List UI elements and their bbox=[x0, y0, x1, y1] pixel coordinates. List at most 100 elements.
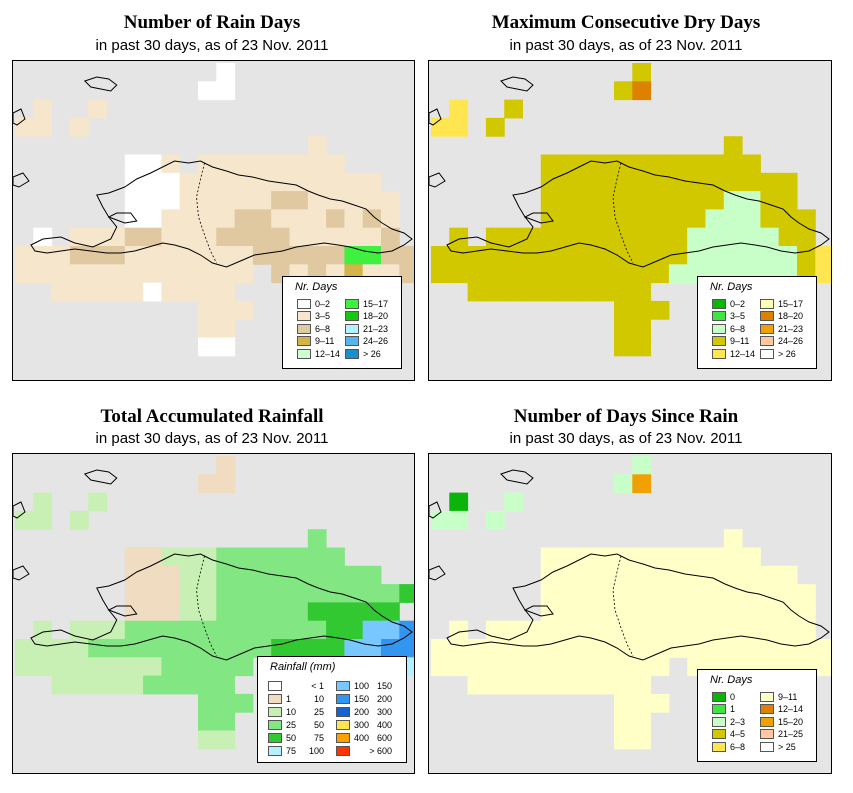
grid-cell bbox=[216, 565, 236, 585]
grid-cell bbox=[559, 602, 578, 622]
grid-cell bbox=[668, 547, 688, 567]
grid-cell bbox=[252, 246, 272, 265]
grid-cell bbox=[216, 693, 236, 713]
legend-item: 21–23 bbox=[760, 322, 803, 335]
grid-cell bbox=[161, 246, 181, 265]
country-border bbox=[612, 555, 634, 657]
grid-cell bbox=[723, 620, 743, 640]
grid-cell bbox=[69, 117, 89, 137]
grid-cell bbox=[522, 657, 542, 677]
grid-cell bbox=[815, 639, 831, 658]
legend-label: 25 50 bbox=[286, 720, 324, 730]
coastline bbox=[446, 160, 830, 268]
grid-cell bbox=[559, 209, 578, 229]
grid-cell bbox=[668, 602, 688, 622]
grid-cell bbox=[760, 209, 780, 229]
grid-cell bbox=[687, 584, 706, 603]
legend-item: > 26 bbox=[760, 347, 796, 360]
grid-cell bbox=[577, 191, 597, 210]
grid-cell bbox=[723, 565, 743, 585]
grid-cell bbox=[198, 675, 217, 695]
grid-cell bbox=[797, 584, 816, 603]
grid-cell bbox=[198, 337, 217, 357]
grid-cell bbox=[216, 620, 236, 640]
grid-cell bbox=[485, 639, 505, 658]
legend-title: Nr. Days bbox=[710, 674, 753, 686]
grid-cell bbox=[540, 584, 560, 603]
legend-item: 2–3 bbox=[712, 715, 745, 728]
grid-cell bbox=[198, 172, 217, 192]
grid-cell bbox=[577, 154, 597, 174]
grid-cell bbox=[179, 282, 199, 302]
grid-cell bbox=[449, 639, 469, 658]
grid-cell bbox=[216, 282, 236, 302]
grid-cell bbox=[650, 246, 670, 265]
coastline-group bbox=[429, 76, 830, 268]
legend-label: 9–11 bbox=[778, 691, 798, 702]
grid-cell bbox=[252, 620, 272, 640]
grid-cell bbox=[650, 209, 670, 229]
grid-cell bbox=[540, 565, 560, 585]
legend-swatch bbox=[345, 311, 359, 321]
grid-cell bbox=[540, 246, 560, 265]
grid-cell bbox=[216, 639, 236, 658]
grid-cell bbox=[143, 172, 162, 192]
grid-cell bbox=[705, 227, 725, 247]
grid-cell bbox=[33, 620, 53, 640]
grid-cell bbox=[216, 264, 236, 284]
grid-cell bbox=[705, 547, 725, 567]
legend-lo: 75 bbox=[286, 745, 297, 756]
legend-item: 1 10 bbox=[268, 692, 324, 705]
grid-cell bbox=[69, 510, 89, 530]
grid-cell bbox=[614, 191, 633, 210]
legend-swatch bbox=[268, 693, 282, 704]
grid-cell bbox=[614, 474, 633, 494]
legend-label: 9–11 bbox=[730, 336, 750, 346]
grid-cell bbox=[559, 639, 578, 658]
grid-cell bbox=[687, 639, 706, 658]
grid-cell bbox=[289, 639, 309, 658]
grid-cell bbox=[742, 584, 761, 603]
legend-item: > 600 bbox=[336, 744, 392, 757]
legend-hi: 75 bbox=[313, 732, 324, 743]
grid-cell bbox=[760, 639, 780, 658]
grid-cell bbox=[778, 584, 798, 603]
grid-cell bbox=[632, 620, 652, 640]
grid-cell bbox=[234, 209, 254, 229]
grid-cell bbox=[449, 657, 469, 677]
grid-cell bbox=[467, 246, 487, 265]
grid-cell bbox=[33, 492, 53, 512]
map-canvas bbox=[429, 63, 831, 357]
grid-cell bbox=[778, 191, 798, 210]
grid-cell bbox=[399, 639, 414, 658]
grid-cell bbox=[198, 657, 217, 677]
grid-cell bbox=[326, 602, 345, 622]
grid-cell bbox=[179, 639, 199, 658]
legend-label: 200 300 bbox=[354, 707, 392, 717]
grid-cell bbox=[179, 547, 199, 567]
legend-item: 9–11 bbox=[297, 335, 334, 348]
grid-cell bbox=[124, 209, 144, 229]
grid-cell bbox=[252, 547, 272, 567]
legend-label: 15–17 bbox=[363, 298, 389, 309]
grid-cell bbox=[723, 209, 743, 229]
grid-cell bbox=[198, 693, 217, 713]
grid-cell bbox=[143, 227, 162, 247]
legend-label: 12–14 bbox=[730, 348, 756, 359]
grid-cell bbox=[559, 547, 578, 567]
grid-cell bbox=[216, 675, 236, 695]
grid-cell bbox=[504, 227, 523, 247]
grid-cell bbox=[449, 99, 469, 119]
grid-cell bbox=[632, 565, 652, 585]
legend-label: 15–17 bbox=[778, 298, 804, 309]
grid-cell bbox=[540, 172, 560, 192]
grid-cell bbox=[431, 639, 450, 658]
grid-cell bbox=[595, 154, 615, 174]
grid-cell bbox=[632, 474, 652, 494]
grid-cell bbox=[559, 227, 578, 247]
grid-cell bbox=[161, 282, 181, 302]
grid-cell bbox=[216, 337, 236, 357]
grid-cell bbox=[632, 63, 652, 82]
grid-cell bbox=[778, 620, 798, 640]
grid-cell bbox=[362, 209, 382, 229]
